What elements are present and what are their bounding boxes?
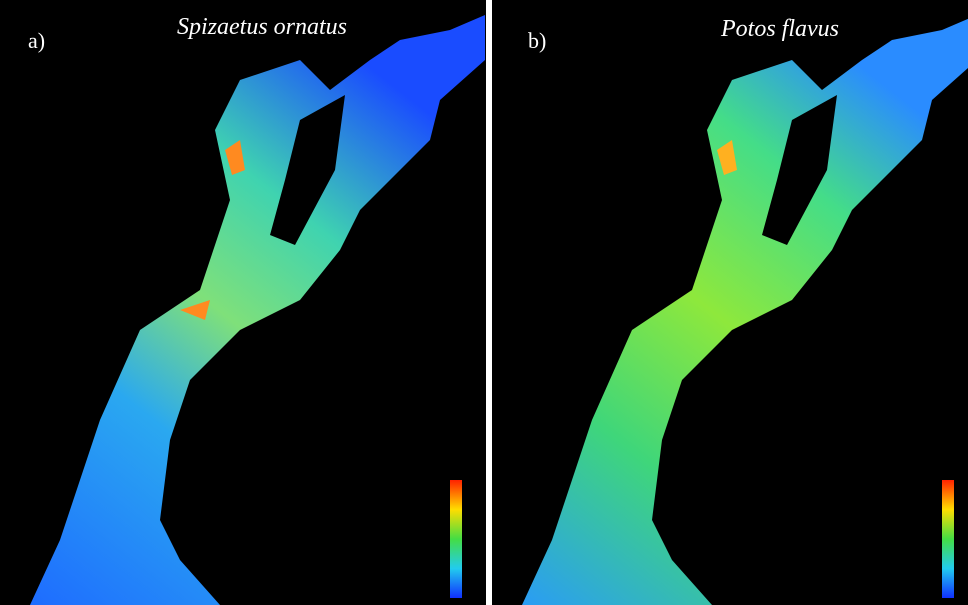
legend-scale	[942, 480, 954, 598]
panel-label: a)	[28, 28, 45, 53]
panel-label: b)	[528, 28, 546, 53]
legend-scale	[450, 480, 462, 598]
panel-a: a) Spizaetus ornatus	[0, 0, 486, 605]
panel-title: Potos flavus	[720, 16, 839, 42]
panel-b: b) Potos flavus	[492, 0, 968, 605]
panel-title: Spizaetus ornatus	[177, 14, 347, 40]
figure: a) Spizaetus ornatus b) Potos flavus	[0, 0, 968, 605]
